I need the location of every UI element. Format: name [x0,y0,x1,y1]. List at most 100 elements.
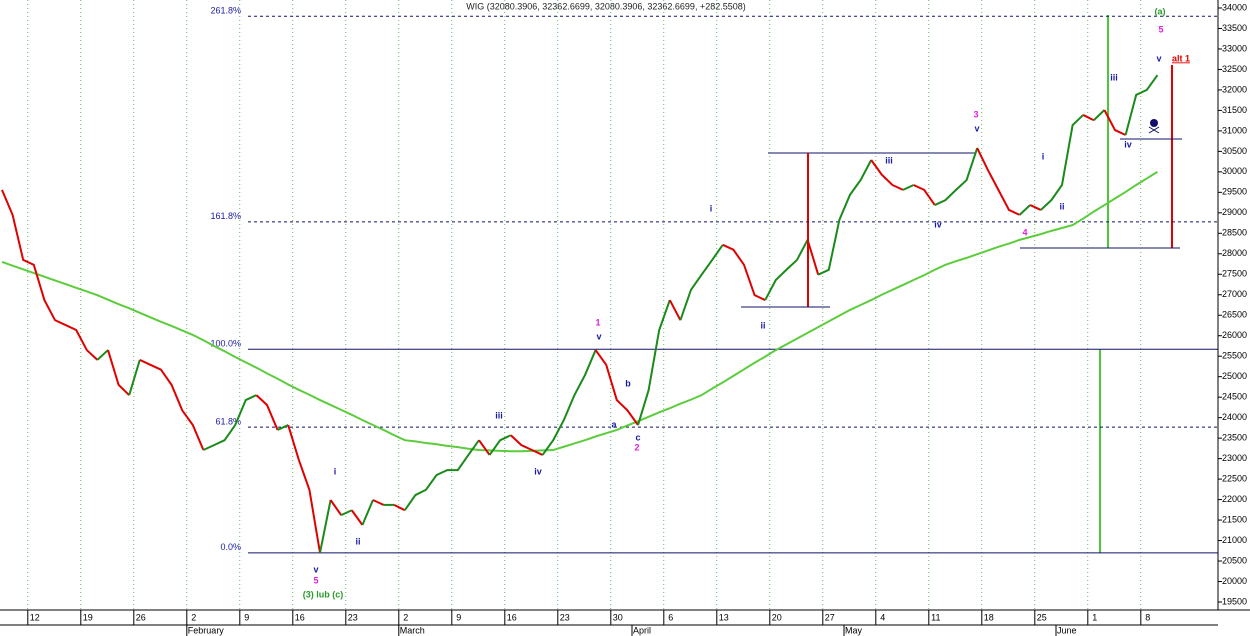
y-tick-label: 26500 [1222,310,1247,320]
wave-label: ii [1059,201,1064,211]
wave-label: 3 [973,109,978,119]
y-tick-label: 23000 [1222,453,1247,463]
price-line [637,299,671,426]
y-tick-label: 28500 [1222,228,1247,238]
price-line [128,359,141,396]
y-tick-label: 34000 [1222,2,1247,12]
wave-label: (a) [1155,6,1166,16]
wave-label: 1 [595,317,600,327]
price-line [541,349,597,456]
price-line [393,504,406,512]
wave-label: i [710,203,713,213]
price-line [668,299,682,321]
y-tick-label: 29500 [1222,187,1247,197]
wave-label: a [611,419,617,429]
x-tick-label: 8 [1145,612,1150,622]
x-tick-label: 27 [825,612,835,622]
price-line [139,358,205,451]
price-line [722,243,766,301]
price-line [403,439,480,511]
y-tick-label: 25500 [1222,351,1247,361]
wave-label: alt 1 [1172,53,1190,63]
wave-label: iv [934,219,942,229]
price-line [764,239,809,301]
y-tick-label: 33500 [1222,23,1247,33]
y-tick-label: 26000 [1222,330,1247,340]
fib-level-label: 161.8% [210,211,241,221]
x-tick-label: 30 [613,612,623,622]
y-tick-label: 20500 [1222,555,1247,565]
y-tick-label: 22500 [1222,473,1247,483]
x-tick-label: 4 [880,612,885,622]
wave-label: i [334,466,337,476]
wave-label: 4 [1022,227,1027,237]
month-label: February [188,625,225,635]
y-tick-label: 30500 [1222,146,1247,156]
x-tick-label: 20 [772,612,782,622]
wave-label: v [596,331,601,341]
price-line [255,394,279,431]
x-tick-label: 13 [719,612,729,622]
x-tick-label: 2 [403,612,408,622]
x-tick-label: 18 [984,612,994,622]
wave-label: iv [534,466,542,476]
price-line [870,159,904,191]
fib-level-label: 100.0% [210,339,241,349]
price-line [1082,114,1095,122]
month-label: March [400,625,425,635]
skull-icon [1148,119,1160,134]
price-line [1029,204,1042,211]
month-label: May [845,625,863,635]
y-tick-label: 22000 [1222,494,1247,504]
price-line [329,499,343,516]
wave-label: v [1156,53,1161,63]
price-line [679,244,724,321]
x-tick-label: 6 [668,612,673,622]
price-line [1093,109,1106,121]
price-line [594,349,639,426]
price-line [510,434,544,456]
y-tick-label: 20000 [1222,576,1247,586]
x-tick-label: 26 [136,612,146,622]
y-tick-label: 30000 [1222,166,1247,176]
price-line [902,184,915,191]
fib-level-label: 0.0% [220,542,241,552]
fib-level-label: 61.8% [215,416,241,426]
y-tick-label: 23500 [1222,433,1247,443]
wave-label: v [313,564,318,574]
x-tick-label: 16 [295,612,305,622]
x-tick-label: 23 [560,612,570,622]
y-tick-label: 28000 [1222,248,1247,258]
price-line [1103,109,1127,136]
wave-label: ii [760,320,765,330]
wave-label: b [625,378,631,388]
y-tick-label: 24000 [1222,412,1247,422]
price-line [202,394,257,451]
wave-label: 2 [634,442,639,452]
x-tick-label: 19 [83,612,93,622]
price-line [1,189,99,361]
wave-label: i [1042,151,1045,161]
price-line [1124,74,1159,136]
wave-label: iii [885,155,893,165]
x-tick-label: 16 [507,612,517,622]
price-line [488,434,512,456]
wave-label: ii [355,536,360,546]
price-line [319,499,332,554]
x-tick-label: 9 [244,612,249,622]
y-tick-label: 31000 [1222,125,1247,135]
y-tick-label: 32000 [1222,84,1247,94]
wave-label: 5 [1158,24,1163,34]
wave-label: (3) lub (c) [303,589,344,599]
price-line [107,349,130,396]
price-line [361,499,374,526]
y-tick-label: 32500 [1222,64,1247,74]
x-tick-label: 25 [1037,612,1047,622]
y-tick-label: 29000 [1222,207,1247,217]
price-line [934,147,979,206]
fib-level-label: 261.8% [210,6,241,16]
y-tick-label: 31500 [1222,105,1247,115]
price-line [478,439,491,456]
y-tick-label: 27000 [1222,289,1247,299]
